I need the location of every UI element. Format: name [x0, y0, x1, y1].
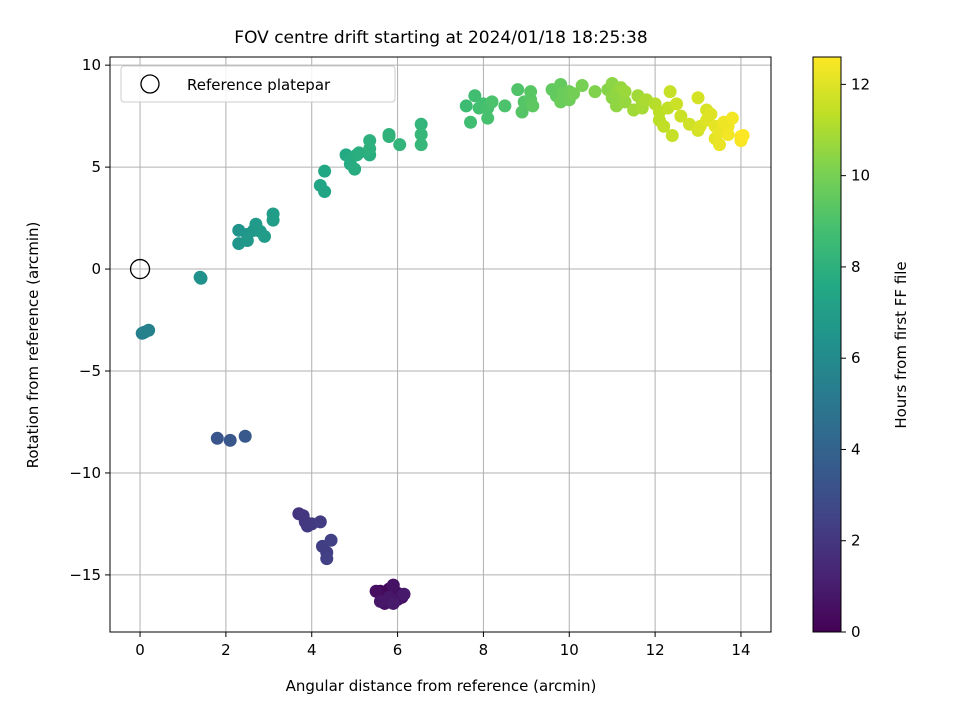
- x-axis-label: Angular distance from reference (arcmin): [286, 677, 597, 695]
- data-point: [382, 127, 396, 141]
- data-point: [240, 234, 254, 248]
- legend-reference-marker: [140, 74, 160, 94]
- colorbar-tick-label: 10: [851, 167, 870, 185]
- colorbar-tick-label: 0: [851, 623, 861, 641]
- data-point: [352, 146, 366, 160]
- data-point: [210, 431, 224, 445]
- data-point: [348, 162, 362, 176]
- data-point: [194, 271, 208, 285]
- x-tick-label: 14: [731, 641, 750, 659]
- data-point: [324, 533, 338, 547]
- data-point: [618, 95, 632, 109]
- data-point: [414, 138, 428, 152]
- data-point: [459, 99, 473, 113]
- y-axis-ticks: −15 −10 −5 0 5 10: [69, 56, 110, 584]
- data-point: [526, 99, 540, 113]
- data-point: [575, 79, 589, 93]
- x-tick-label: 2: [221, 641, 231, 659]
- chart-title: FOV centre drift starting at 2024/01/18 …: [234, 28, 647, 48]
- data-point: [313, 515, 327, 529]
- data-point: [386, 596, 400, 610]
- data-point: [386, 578, 400, 592]
- data-point: [665, 129, 679, 143]
- colorbar-tick-label: 12: [851, 75, 870, 93]
- data-point: [363, 142, 377, 156]
- data-point: [485, 95, 499, 109]
- colorbar-tick-label: 8: [851, 258, 861, 276]
- colorbar: 0 2 4 6 8 10 12 Hours from first FF file: [812, 56, 910, 641]
- data-point: [588, 85, 602, 99]
- data-point: [657, 119, 671, 133]
- data-point: [414, 117, 428, 131]
- data-point: [373, 594, 387, 608]
- data-point: [266, 213, 280, 227]
- colorbar-label: Hours from first FF file: [892, 261, 910, 428]
- data-point: [320, 552, 334, 566]
- data-point: [691, 91, 705, 105]
- data-point: [663, 85, 677, 99]
- data-point: [464, 115, 478, 129]
- colorbar-tick-label: 2: [851, 532, 861, 550]
- y-tick-label: 10: [82, 56, 101, 74]
- x-tick-label: 10: [560, 641, 579, 659]
- data-point: [736, 129, 750, 143]
- data-point: [318, 185, 332, 199]
- x-axis-ticks: 0 2 4 6 8 10 12 14: [135, 632, 751, 659]
- data-points: [135, 77, 750, 610]
- x-tick-label: 8: [479, 641, 489, 659]
- data-point: [318, 164, 332, 178]
- data-point: [468, 89, 482, 103]
- data-point: [721, 127, 735, 141]
- data-point: [414, 127, 428, 141]
- data-point: [567, 87, 581, 101]
- y-tick-label: 5: [91, 158, 101, 176]
- legend-box: [120, 65, 396, 103]
- data-point: [618, 85, 632, 99]
- grid-lines: [110, 57, 771, 632]
- y-tick-label: −15: [69, 566, 101, 584]
- data-point: [498, 99, 512, 113]
- data-point: [481, 111, 495, 125]
- data-point: [223, 433, 237, 447]
- data-point: [296, 509, 310, 523]
- data-point: [674, 109, 688, 123]
- y-tick-label: 0: [91, 260, 101, 278]
- x-tick-label: 0: [135, 641, 145, 659]
- data-point: [397, 587, 411, 601]
- data-point: [369, 584, 383, 598]
- data-point: [142, 323, 156, 337]
- y-tick-label: −5: [79, 362, 101, 380]
- data-point: [515, 105, 529, 119]
- legend: Reference platepar: [120, 65, 396, 103]
- legend-entry-reference-platepar: Reference platepar: [187, 76, 331, 94]
- data-point: [258, 229, 272, 243]
- reference-marker-group: [129, 258, 151, 280]
- colorbar-gradient: [812, 56, 842, 633]
- reference-platepar-marker: [129, 258, 151, 280]
- data-point: [704, 107, 718, 121]
- data-point: [393, 138, 407, 152]
- x-tick-label: 4: [307, 641, 317, 659]
- y-axis-label: Rotation from reference (arcmin): [24, 222, 42, 469]
- data-point: [725, 111, 739, 125]
- data-point: [238, 429, 252, 443]
- x-tick-label: 12: [646, 641, 665, 659]
- colorbar-tick-label: 6: [851, 349, 861, 367]
- data-point: [670, 97, 684, 111]
- colorbar-tick-label: 4: [851, 440, 861, 458]
- y-tick-label: −10: [69, 464, 101, 482]
- plot-area-frame: [109, 56, 772, 633]
- x-tick-label: 6: [393, 641, 403, 659]
- colorbar-ticks: 0 2 4 6 8 10 12: [841, 75, 870, 641]
- data-point: [511, 83, 525, 97]
- data-point: [712, 138, 726, 152]
